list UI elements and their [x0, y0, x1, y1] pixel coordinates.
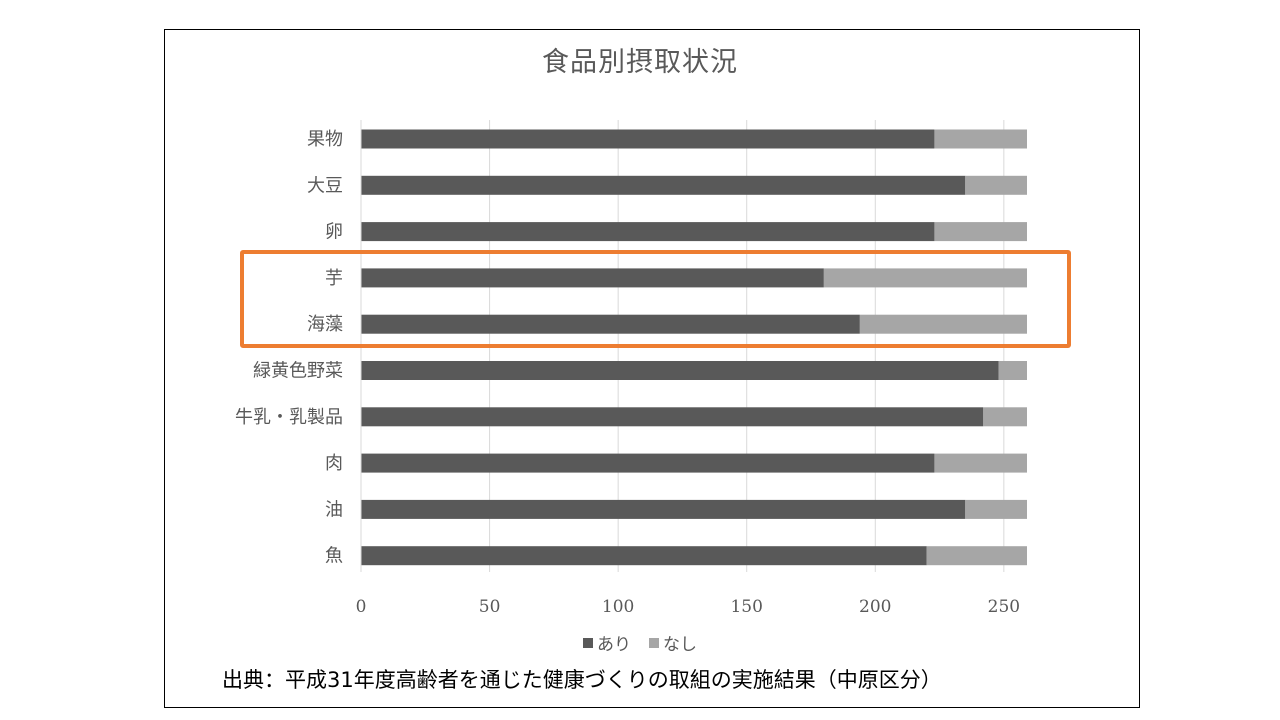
legend-swatch-ari: [583, 637, 593, 648]
bar-ari-5: [361, 361, 999, 380]
source-caption: 出典：平成31年度高齢者を通じた健康づくりの取組の実施結果（中原区分）: [222, 668, 942, 692]
legend-label-nashi: なし: [663, 635, 697, 655]
y-tick-label-7: 肉: [325, 453, 343, 474]
legend-item-ari: あり: [583, 630, 631, 655]
y-tick-label-4: 海藻: [307, 314, 343, 335]
bar-nashi-6: [983, 407, 1027, 427]
chart-frame: [164, 29, 1140, 708]
x-tick-label-3: 150: [730, 597, 762, 617]
x-tick-label-5: 250: [988, 597, 1020, 617]
bar-nashi-5: [998, 361, 1027, 380]
legend-item-nashi: なし: [649, 630, 697, 655]
bar-ari-4: [361, 314, 860, 334]
bar-ari-7: [361, 453, 935, 473]
y-tick-label-1: 大豆: [307, 175, 343, 196]
y-tick-label-5: 緑黄色野菜: [253, 361, 343, 382]
y-tick-label-3: 芋: [325, 268, 343, 289]
x-tick-label-2: 100: [602, 597, 634, 617]
y-tick-label-8: 油: [325, 499, 343, 520]
bar-nashi-0: [934, 129, 1027, 149]
y-tick-label-0: 果物: [307, 129, 343, 150]
bar-ari-0: [361, 129, 935, 149]
bar-nashi-7: [934, 453, 1027, 473]
bar-nashi-1: [965, 175, 1027, 195]
highlight-box: [240, 250, 1071, 348]
bar-ari-2: [361, 222, 935, 242]
bar-nashi-3: [823, 268, 1027, 288]
bar-nashi-4: [859, 314, 1027, 334]
bar-nashi-2: [934, 222, 1027, 242]
x-tick-label-0: 0: [356, 597, 367, 617]
chart-legend: あり なし: [0, 630, 1280, 655]
y-tick-label-6: 牛乳・乳製品: [235, 407, 343, 428]
x-tick-label-1: 50: [479, 597, 501, 617]
y-tick-label-2: 卵: [325, 222, 343, 243]
legend-swatch-nashi: [649, 637, 659, 648]
chart-title: 食品別摂取状況: [542, 47, 738, 78]
bar-ari-9: [361, 546, 927, 566]
bar-nashi-9: [926, 546, 1027, 566]
bar-nashi-8: [965, 499, 1027, 519]
bar-ari-6: [361, 407, 984, 427]
legend-label-ari: あり: [597, 635, 631, 655]
y-tick-label-9: 魚: [325, 546, 343, 567]
bar-ari-3: [361, 268, 824, 288]
bar-ari-8: [361, 499, 966, 519]
bar-ari-1: [361, 175, 966, 195]
x-tick-label-4: 200: [859, 597, 891, 617]
